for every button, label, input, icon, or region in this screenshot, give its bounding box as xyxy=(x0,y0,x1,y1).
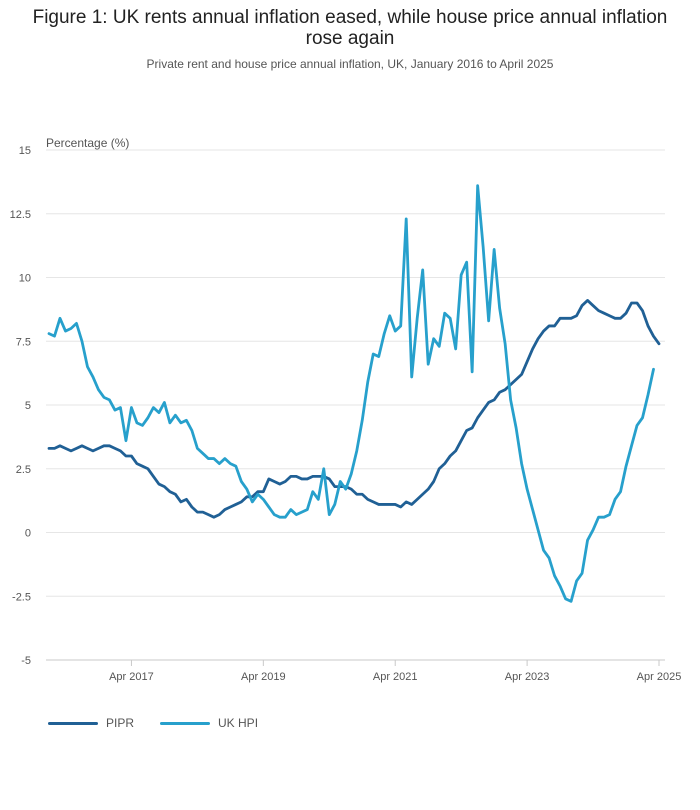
y-tick-label: 12.5 xyxy=(10,209,31,221)
y-tick-label: 5 xyxy=(25,400,31,412)
x-tick-label: Apr 2023 xyxy=(505,671,550,683)
x-tick-label: Apr 2025 xyxy=(637,671,682,683)
legend-swatch-uk-hpi xyxy=(160,721,211,725)
series-line-uk-hpi[interactable] xyxy=(47,184,655,603)
y-tick-label: 7.5 xyxy=(16,336,31,348)
legend-label-uk-hpi: UK HPI xyxy=(218,716,259,730)
legend: PIPR UK HPI xyxy=(48,716,284,730)
axes: 15 12.5 10 7.5 5 2.5 0 -2.5 -5 Apr 2017 Apr 2019 Ap… xyxy=(10,145,682,683)
x-tick-label: Apr 2019 xyxy=(241,671,286,683)
legend-item-pipr[interactable]: PIPR xyxy=(48,716,134,730)
y-tick-label: 10 xyxy=(19,273,31,285)
legend-item-uk-hpi[interactable]: UK HPI xyxy=(160,716,258,730)
series-line-pipr[interactable] xyxy=(47,299,661,519)
y-tick-label: -2.5 xyxy=(12,591,31,603)
chart-title: Figure 1: UK rents annual inflation ease… xyxy=(32,7,668,49)
gridlines xyxy=(46,149,665,661)
y-tick-label: -5 xyxy=(21,655,31,667)
series-lines xyxy=(47,184,661,603)
x-tick-label: Apr 2017 xyxy=(109,671,154,683)
x-tick-label: Apr 2021 xyxy=(373,671,418,683)
y-tick-label: 2.5 xyxy=(16,464,31,476)
legend-swatch-pipr xyxy=(48,721,98,725)
y-axis-label: Percentage (%) xyxy=(46,136,129,150)
y-tick-label: 0 xyxy=(25,528,31,540)
legend-label-pipr: PIPR xyxy=(106,716,135,730)
y-tick-label: 15 xyxy=(19,145,31,157)
chart-subtitle: Private rent and house price annual infl… xyxy=(146,57,554,71)
